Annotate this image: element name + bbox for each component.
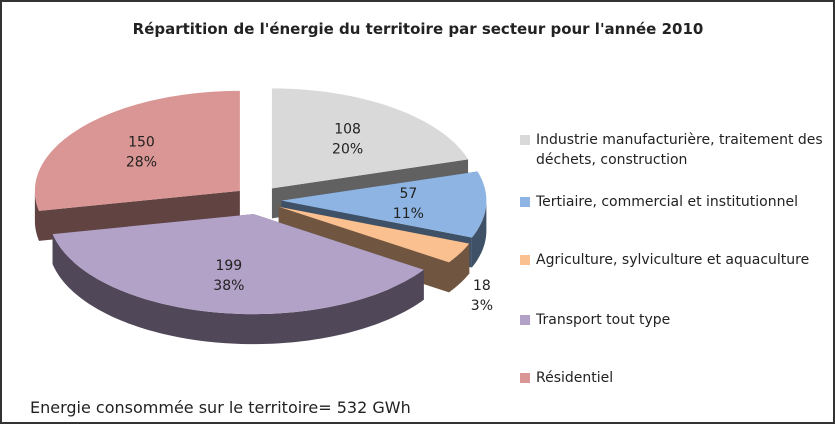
legend-swatch xyxy=(520,135,530,145)
legend-item: Tertiaire, commercial et institutionnel xyxy=(520,192,798,212)
legend-label: Agriculture, sylviculture et aquaculture xyxy=(536,252,810,268)
data-label: 18 xyxy=(473,278,491,294)
slice xyxy=(278,206,470,263)
legend-label: Transport tout type xyxy=(536,312,671,328)
slice-wall xyxy=(448,243,470,293)
slice-wall xyxy=(471,200,487,268)
slice xyxy=(34,90,240,211)
percent-label: 11% xyxy=(393,206,424,222)
slice xyxy=(271,88,469,189)
legend-item: Industrie manufacturière, traitement des… xyxy=(520,130,825,170)
legend-item: Agriculture, sylviculture et aquaculture xyxy=(520,250,809,270)
pie: 108 20% 57 11% 18 3% 199 38% 150 28% xyxy=(34,88,493,345)
data-label: 199 xyxy=(215,258,242,274)
percent-label: 20% xyxy=(332,142,363,158)
slice xyxy=(281,171,487,238)
legend-label: Résidentiel xyxy=(536,370,614,386)
slice xyxy=(52,214,424,315)
percent-label: 3% xyxy=(471,298,493,314)
chart-title: Répartition de l'énergie du territoire p… xyxy=(133,20,704,38)
data-label: 150 xyxy=(128,135,155,151)
percent-label: 28% xyxy=(126,155,157,171)
slice-wall xyxy=(52,234,424,345)
data-label: 57 xyxy=(399,186,417,202)
data-label: 108 xyxy=(334,122,361,138)
legend-item: Résidentiel xyxy=(520,368,613,388)
legend-swatch xyxy=(520,255,530,265)
percent-label: 38% xyxy=(213,278,244,294)
slice-side xyxy=(38,190,240,241)
legend-label: Tertiaire, commercial et institutionnel xyxy=(536,194,799,210)
legend-swatch xyxy=(520,197,530,207)
annotation: Energie consommée sur le territoire= 532… xyxy=(30,398,411,417)
slice-wall xyxy=(34,190,39,241)
legend-swatch xyxy=(520,315,530,325)
legend-item: Transport tout type xyxy=(520,310,670,330)
legend-label: Industrie manufacturière, traitement des… xyxy=(536,132,823,168)
legend-swatch xyxy=(520,373,530,383)
